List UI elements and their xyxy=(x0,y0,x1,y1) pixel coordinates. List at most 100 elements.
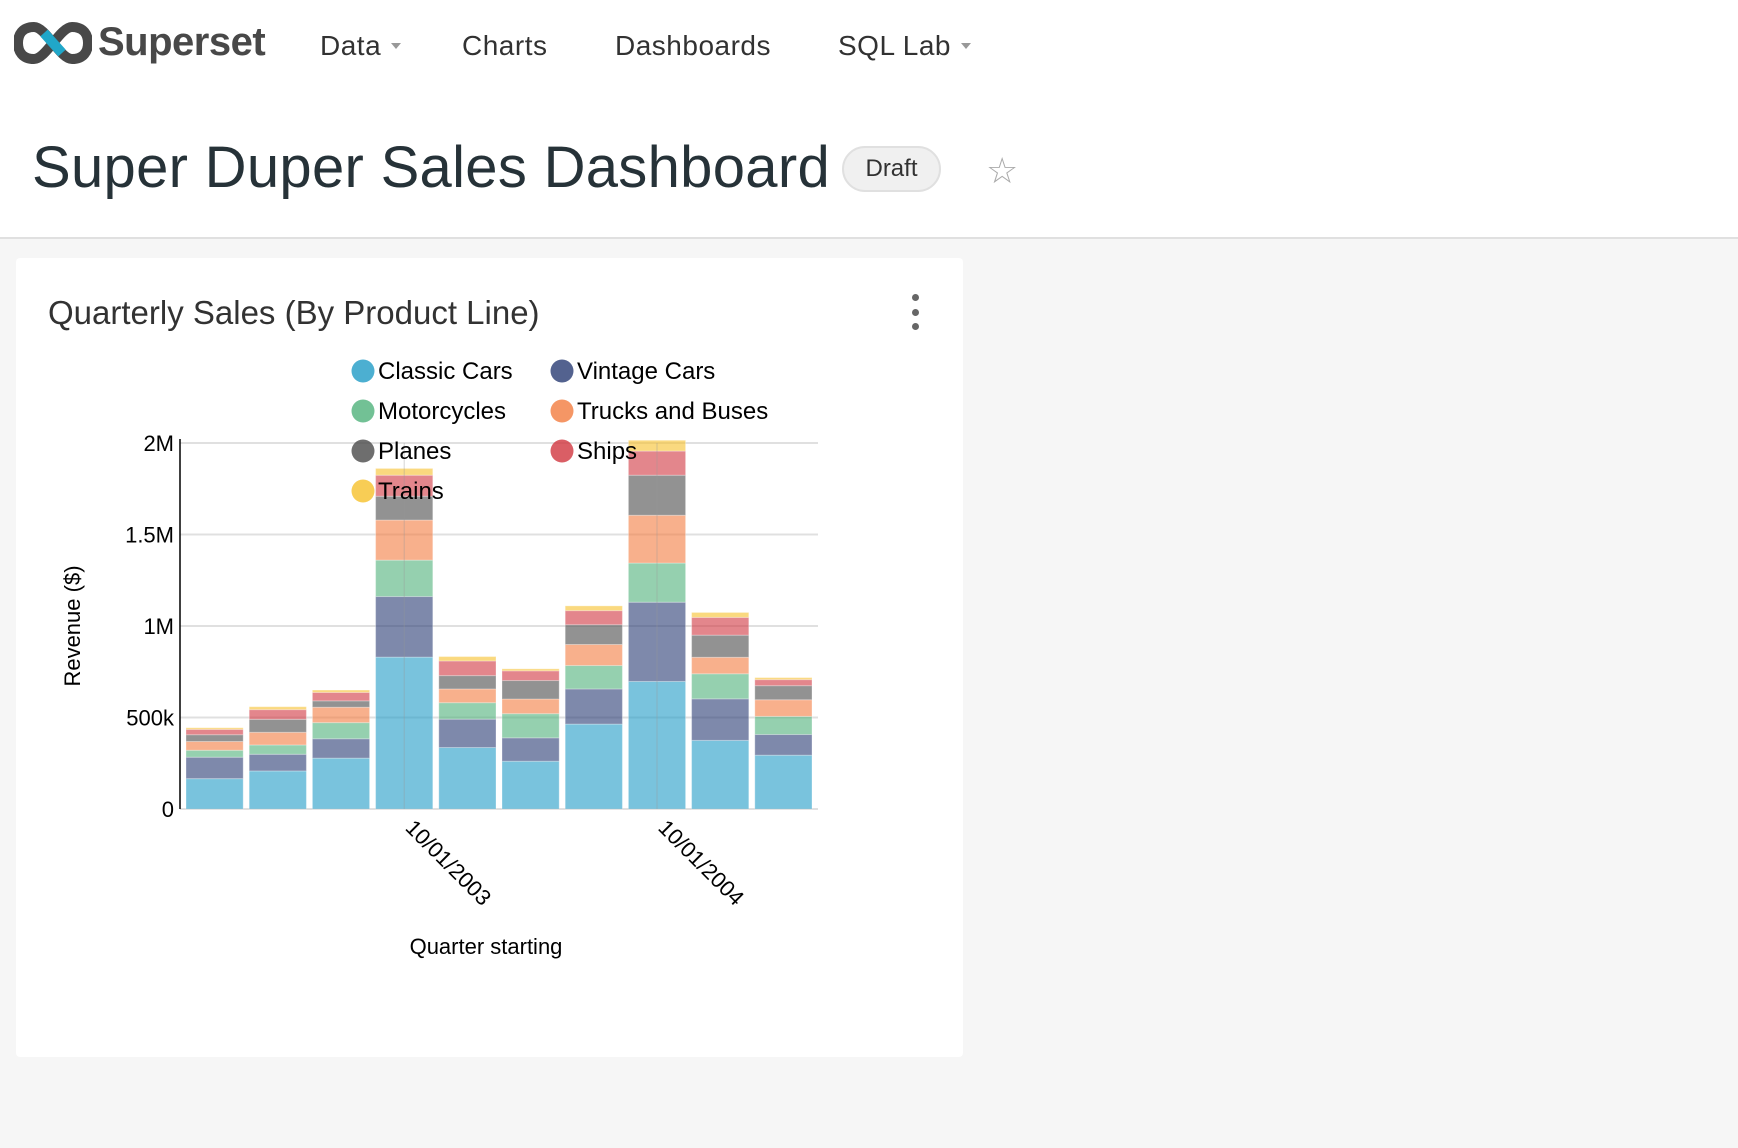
legend-swatch[interactable] xyxy=(351,479,375,503)
bar-segment[interactable] xyxy=(691,616,750,636)
superset-logo[interactable]: Superset xyxy=(14,20,266,65)
bar-segment[interactable] xyxy=(185,740,244,751)
bar-segment[interactable] xyxy=(627,450,687,476)
bar-segment[interactable] xyxy=(311,689,371,693)
bar-segment[interactable] xyxy=(438,656,497,662)
nav-sql-lab[interactable]: SQL Lab xyxy=(838,30,971,62)
bar-segment[interactable] xyxy=(248,718,307,733)
bar-segment[interactable] xyxy=(501,668,560,672)
bar-segment[interactable] xyxy=(311,757,371,810)
bar-segment[interactable] xyxy=(375,495,434,521)
bar-segment[interactable] xyxy=(501,670,560,682)
legend-swatch[interactable] xyxy=(550,399,574,423)
bar-segment[interactable] xyxy=(564,624,623,645)
bar-segment[interactable] xyxy=(501,698,560,715)
bar-segment[interactable] xyxy=(311,700,371,708)
top-header: Superset Data Charts Dashboards SQL Lab … xyxy=(0,0,1738,239)
bar-segment[interactable] xyxy=(185,728,244,736)
nav-label: Dashboards xyxy=(615,30,771,61)
nav-dashboards[interactable]: Dashboards xyxy=(615,30,771,62)
bar-segment[interactable] xyxy=(754,754,813,810)
bar-segment[interactable] xyxy=(754,679,813,687)
legend-label[interactable]: Motorcycles xyxy=(378,398,506,425)
bar-segment[interactable] xyxy=(185,727,244,730)
bar-segment[interactable] xyxy=(185,756,244,780)
legend-label[interactable]: Trucks and Buses xyxy=(577,398,768,425)
y-tick-label: 1.5M xyxy=(125,523,174,548)
nav-charts[interactable]: Charts xyxy=(462,30,547,62)
bar-segment[interactable] xyxy=(691,656,750,675)
bar-segment[interactable] xyxy=(438,675,497,690)
bar-segment[interactable] xyxy=(375,559,434,598)
legend-label[interactable]: Ships xyxy=(577,438,637,465)
bar-segment[interactable] xyxy=(248,753,307,772)
bar-segment[interactable] xyxy=(248,770,307,810)
bar-segment[interactable] xyxy=(691,634,750,658)
bar-segment[interactable] xyxy=(248,709,307,720)
bar-segment[interactable] xyxy=(248,744,307,755)
legend-label[interactable]: Trains xyxy=(378,478,444,505)
y-tick-label: 2M xyxy=(143,431,174,456)
bar-segment[interactable] xyxy=(438,702,497,720)
bar-segment[interactable] xyxy=(691,739,750,810)
legend-swatch[interactable] xyxy=(550,439,574,463)
bar-segment[interactable] xyxy=(248,731,307,746)
bar-segment[interactable] xyxy=(311,738,371,759)
bar-segment[interactable] xyxy=(627,474,687,516)
bar-segment[interactable] xyxy=(564,643,623,667)
bar-segment[interactable] xyxy=(754,677,813,681)
bar-segment[interactable] xyxy=(438,688,497,704)
bar-segment[interactable] xyxy=(248,706,307,711)
bar-segment[interactable] xyxy=(564,610,623,626)
bar-segment[interactable] xyxy=(501,713,560,739)
bar-segment[interactable] xyxy=(438,718,497,749)
bar-segment[interactable] xyxy=(185,749,244,758)
y-tick-label: 500k xyxy=(126,706,175,731)
bar-segment[interactable] xyxy=(691,698,750,741)
bar-segment[interactable] xyxy=(627,439,687,452)
bar-segment[interactable] xyxy=(754,699,813,717)
bar-segment[interactable] xyxy=(754,715,813,736)
page-title[interactable]: Super Duper Sales Dashboard xyxy=(32,135,831,200)
bar-segment[interactable] xyxy=(375,519,434,561)
legend-swatch[interactable] xyxy=(351,359,375,383)
bar-segment[interactable] xyxy=(564,723,623,810)
bar-segment[interactable] xyxy=(564,665,623,690)
nav-data[interactable]: Data xyxy=(320,30,402,62)
status-badge: Draft xyxy=(842,146,941,192)
legend-swatch[interactable] xyxy=(351,399,375,423)
bar-segment[interactable] xyxy=(438,660,497,677)
bar-segment[interactable] xyxy=(627,562,687,603)
star-icon[interactable]: ☆ xyxy=(986,150,1019,191)
bar-segment[interactable] xyxy=(311,706,371,724)
bar-segment[interactable] xyxy=(691,673,750,700)
legend-label[interactable]: Planes xyxy=(378,438,451,465)
bar-segment[interactable] xyxy=(501,680,560,700)
bar-segment[interactable] xyxy=(375,596,434,658)
caret-down-icon xyxy=(960,43,971,49)
bar-segment[interactable] xyxy=(311,722,371,740)
bar-segment[interactable] xyxy=(691,611,750,618)
bar-segment[interactable] xyxy=(754,685,813,701)
bar-segment[interactable] xyxy=(185,734,244,742)
vertical-dots-icon[interactable] xyxy=(908,294,922,330)
bar-segment[interactable] xyxy=(501,737,560,762)
bar-segment[interactable] xyxy=(754,734,813,756)
bar-segment[interactable] xyxy=(627,601,687,682)
legend-swatch[interactable] xyxy=(351,439,375,463)
bar-segment[interactable] xyxy=(564,688,623,725)
x-tick-label: 10/01/2003 xyxy=(401,815,497,911)
bar-segment[interactable] xyxy=(627,514,687,564)
legend-swatch[interactable] xyxy=(550,359,574,383)
bar-segment[interactable] xyxy=(311,691,371,702)
bar-segment[interactable] xyxy=(185,778,244,810)
bar-segment[interactable] xyxy=(501,760,560,810)
bar-segment[interactable] xyxy=(438,747,497,810)
legend-label[interactable]: Vintage Cars xyxy=(577,358,715,385)
chart-card: Quarterly Sales (By Product Line) 0 500k 1… xyxy=(16,258,963,1057)
stacked-bar-chart: 0 500k 1M 1.5M 2M 10/01/2003 10/01/2004 Classic… xyxy=(60,358,818,959)
bar-segment[interactable] xyxy=(627,680,687,810)
bar-segment[interactable] xyxy=(564,605,623,612)
bar-segment[interactable] xyxy=(375,467,434,476)
legend-label[interactable]: Classic Cars xyxy=(378,358,513,385)
